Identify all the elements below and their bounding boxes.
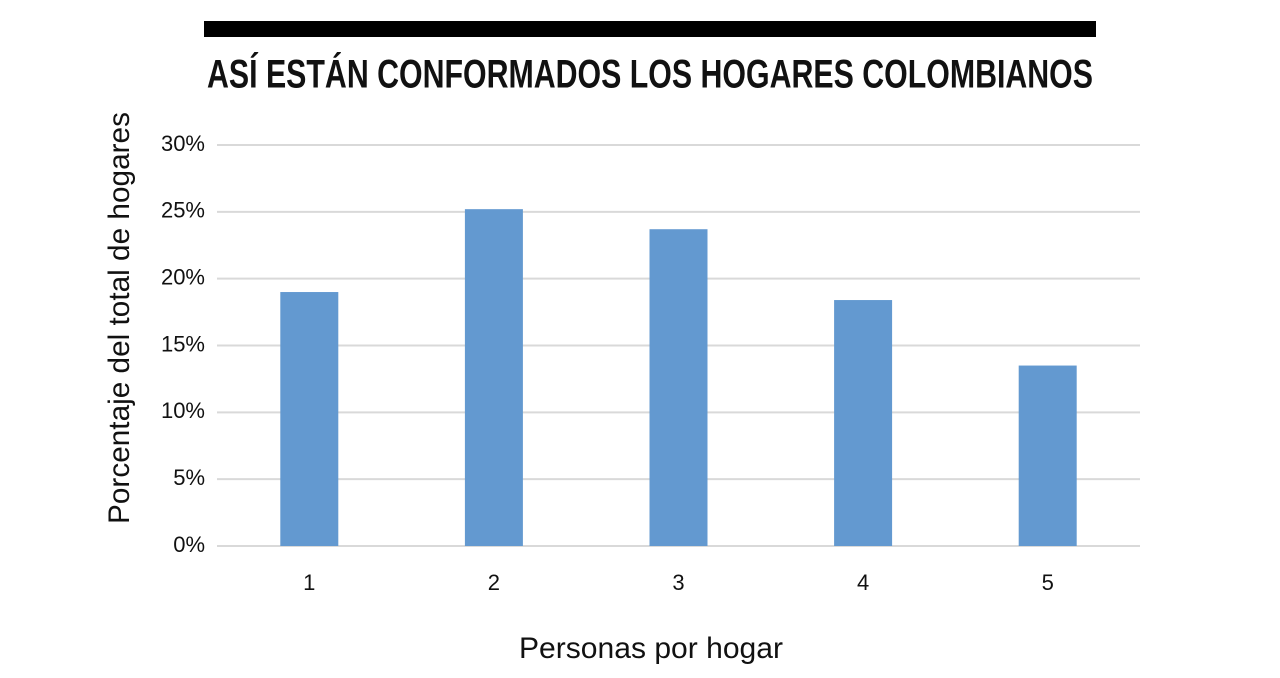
y-tick-label: 15% [161,331,205,356]
y-tick-label: 0% [173,532,205,557]
y-tick-label: 10% [161,398,205,423]
y-axis-label: Porcentaje del total de hogares [103,112,136,524]
title-rule [204,21,1096,37]
x-tick-label: 2 [488,570,500,595]
bar [1018,365,1077,546]
x-tick-label: 5 [1042,570,1054,595]
y-tick-label: 20% [161,264,205,289]
y-tick-label: 25% [161,198,205,223]
x-tick-label: 1 [303,570,315,595]
chart-title: ASÍ ESTÁN CONFORMADOS LOS HOGARES COLOMB… [207,52,1093,97]
bar [464,209,523,546]
y-tick-label: 5% [173,465,205,490]
bar [280,292,339,546]
bar [834,300,893,546]
y-tick-label: 30% [161,131,205,156]
x-tick-label: 4 [857,570,869,595]
x-axis-label: Personas por hogar [519,632,783,665]
x-tick-label: 3 [672,570,684,595]
bar [649,229,708,546]
